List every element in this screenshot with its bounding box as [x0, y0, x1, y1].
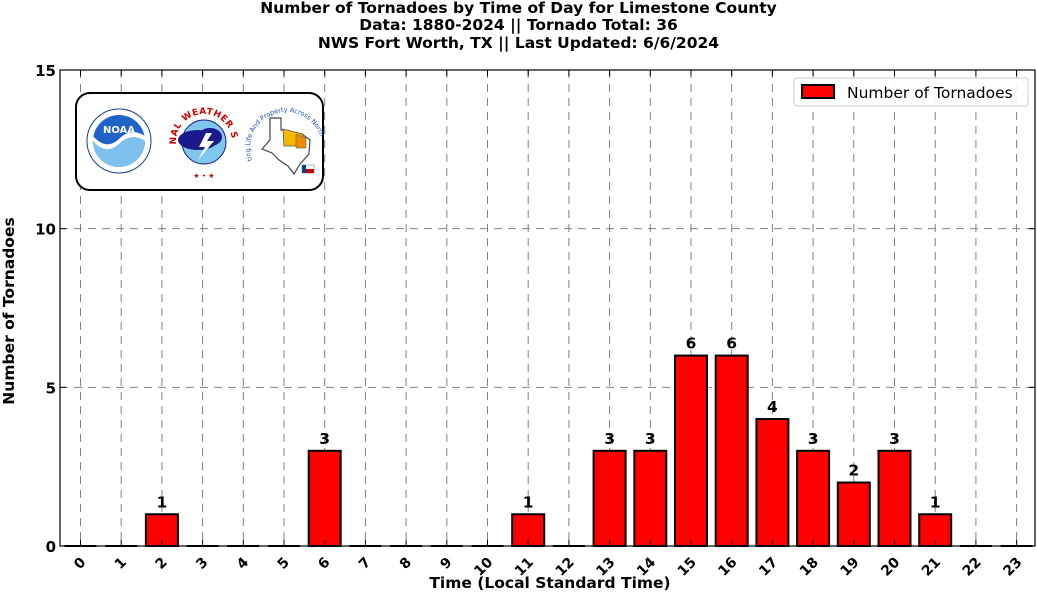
bar-value-label: 6: [686, 335, 697, 353]
bar-label-layer: 1 3 1 3 3 6 6 4 3 2 3 1: [157, 335, 941, 512]
bar-value-label: 3: [808, 430, 819, 448]
bar-hour-19: [836, 481, 871, 547]
x-tick-label: 5: [275, 555, 293, 573]
y-tick-label: 15: [35, 62, 56, 80]
noaa-logo: NOAA: [86, 108, 152, 174]
x-tick-label: 21: [919, 555, 944, 580]
legend-swatch: [801, 84, 835, 99]
x-tick-label: 18: [797, 555, 822, 580]
bar-hour-6: [307, 449, 342, 547]
bar-hour-17: [755, 418, 790, 548]
x-tick-label: 9: [437, 555, 455, 573]
bar-value-label: 1: [930, 493, 941, 511]
noaa-logo-text: NOAA: [103, 125, 135, 136]
x-tick-label: 4: [234, 554, 252, 572]
x-tick-label: 7: [356, 555, 374, 573]
bar-value-label: 3: [645, 430, 656, 448]
x-tick-label: 16: [715, 555, 740, 580]
x-tick-label: 20: [878, 554, 903, 579]
bar-value-label: 3: [604, 430, 615, 448]
texas-flag-icon: [301, 164, 315, 174]
bar-hour-18: [796, 449, 831, 547]
x-axis-label: Time (Local Standard Time): [429, 574, 670, 592]
bar-value-label: 1: [157, 493, 168, 511]
x-tick-label: 22: [960, 555, 985, 580]
bar-value-label: 2: [848, 462, 859, 480]
x-tick-label: 0: [71, 554, 89, 572]
bar-layer: [64, 354, 1033, 548]
x-tick-label: 6: [315, 555, 333, 573]
bar-value-label: 3: [319, 430, 330, 448]
chart-title-line-3: NWS Fort Worth, TX || Last Updated: 6/6/…: [317, 34, 720, 52]
x-tick-label: 3: [193, 555, 211, 573]
bar-hour-15: [674, 354, 708, 547]
x-tick-label: 1: [112, 555, 130, 573]
y-tick-label: 5: [46, 379, 56, 397]
bar-value-label: 6: [726, 335, 737, 353]
nws-star-row: ★ • ★: [193, 172, 214, 180]
bar-hour-20: [877, 449, 912, 547]
logo-panel: NOAA NATIONAL WEATHER SERVICE ★ • ★: [0, 0, 326, 191]
bar-value-label: 1: [523, 493, 534, 511]
bar-value-label: 4: [767, 398, 778, 416]
x-tick-label: 8: [397, 555, 415, 573]
legend-box: [793, 77, 1029, 107]
x-tick-label: 2: [153, 555, 171, 573]
legend: Number of Tornadoes: [793, 77, 1029, 107]
y-tick-label: 0: [46, 538, 56, 556]
x-tick-label: 23: [1000, 555, 1025, 580]
x-tick-label: 19: [838, 555, 863, 580]
bar-value-label: 3: [889, 430, 900, 448]
chart-title-line-2: Data: 1880-2024 || Tornado Total: 36: [359, 16, 678, 34]
bar-hour-16: [714, 354, 749, 547]
x-tick-label: 17: [756, 555, 781, 580]
x-tick-label: 15: [675, 555, 700, 580]
bar-hour-13: [592, 449, 627, 547]
chart-title-line-1: Number of Tornadoes by Time of Day for L…: [260, 0, 777, 17]
plot-frame: [59, 69, 1036, 547]
y-tick-label: 10: [35, 221, 56, 239]
legend-label: Number of Tornadoes: [847, 84, 1013, 102]
bar-hour-14: [633, 449, 668, 547]
y-axis-label: Number of Tornadoes: [0, 217, 18, 404]
